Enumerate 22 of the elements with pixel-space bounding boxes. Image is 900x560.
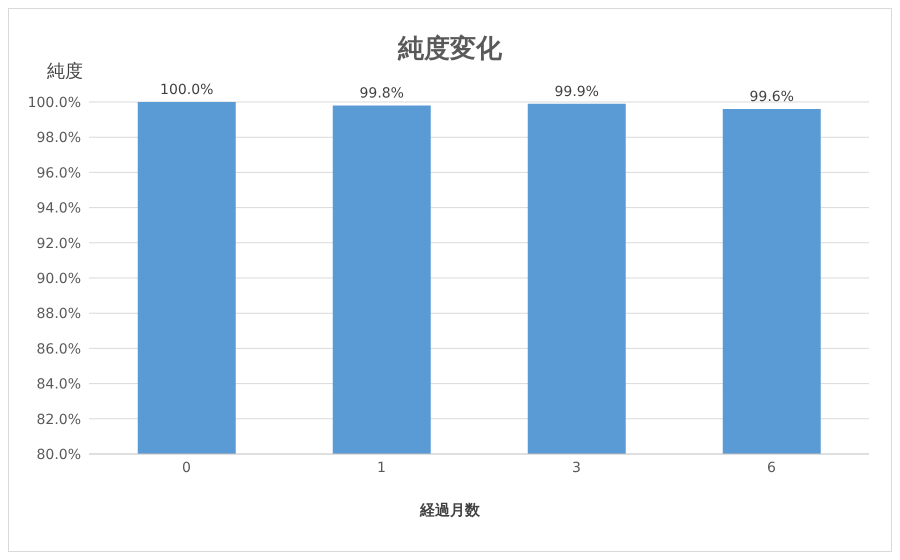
y-tick-label: 100.0% xyxy=(28,94,81,111)
data-label: 99.9% xyxy=(554,84,599,100)
x-tick-label: 3 xyxy=(572,460,581,476)
chart-title: 純度変化 xyxy=(398,34,502,64)
y-tick-label: 90.0% xyxy=(36,270,81,287)
x-tick-label: 6 xyxy=(767,460,776,476)
y-tick-label: 98.0% xyxy=(36,130,81,146)
y-tick-label: 96.0% xyxy=(36,165,81,182)
y-tick-label: 84.0% xyxy=(36,376,81,393)
x-tick-label: 1 xyxy=(377,460,386,476)
data-label: 99.6% xyxy=(750,89,794,106)
y-tick-label: 82.0% xyxy=(36,412,81,428)
y-tick-label: 94.0% xyxy=(36,200,81,217)
data-label: 100.0% xyxy=(160,82,214,98)
y-axis-title: 純度 xyxy=(47,60,83,83)
x-tick-label: 0 xyxy=(182,460,191,476)
y-tick-label: 80.0% xyxy=(36,446,81,463)
x-axis-title: 経過月数 xyxy=(418,501,481,520)
y-tick-label: 88.0% xyxy=(36,306,81,322)
y-tick-label: 86.0% xyxy=(36,341,81,358)
y-tick-label: 92.0% xyxy=(36,236,81,252)
data-label: 99.8% xyxy=(360,86,404,102)
